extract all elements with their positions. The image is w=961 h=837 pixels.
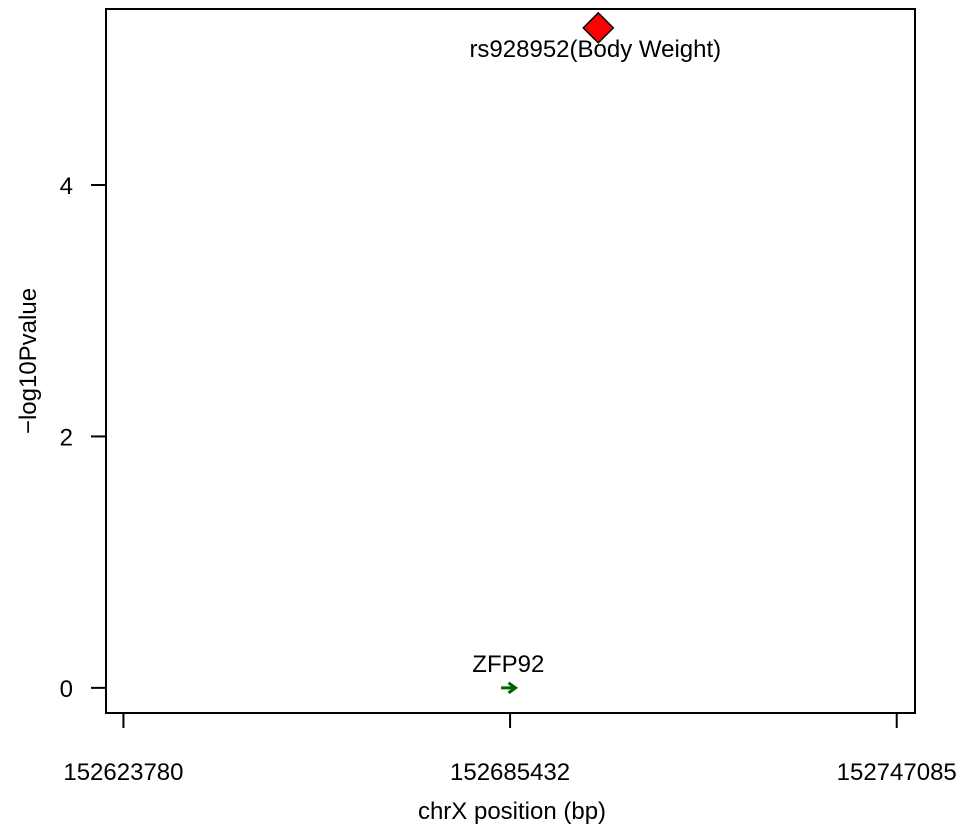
x-axis: 152623780 152685432 152747085 <box>63 712 957 786</box>
gene-track: ZFP92 <box>472 651 544 695</box>
x-tick-label: 152747085 <box>837 759 957 786</box>
gene-label: ZFP92 <box>472 651 544 678</box>
y-axis-title: −log10Pvalue <box>15 288 42 434</box>
y-tick-label: 2 <box>60 424 73 451</box>
x-axis-title: chrX position (bp) <box>418 798 606 825</box>
y-axis: 0 2 4 <box>60 173 106 703</box>
x-tick-label: 152623780 <box>63 759 183 786</box>
y-tick-label: 4 <box>60 173 73 200</box>
snp-label: rs928952(Body Weight) <box>469 36 721 63</box>
y-tick-label: 0 <box>60 676 73 703</box>
x-tick-label: 152685432 <box>450 759 570 786</box>
snp-points: rs928952(Body Weight) <box>469 11 721 63</box>
snp-point <box>582 11 615 44</box>
plot-frame <box>105 8 916 714</box>
gene-arrowhead <box>507 681 519 695</box>
